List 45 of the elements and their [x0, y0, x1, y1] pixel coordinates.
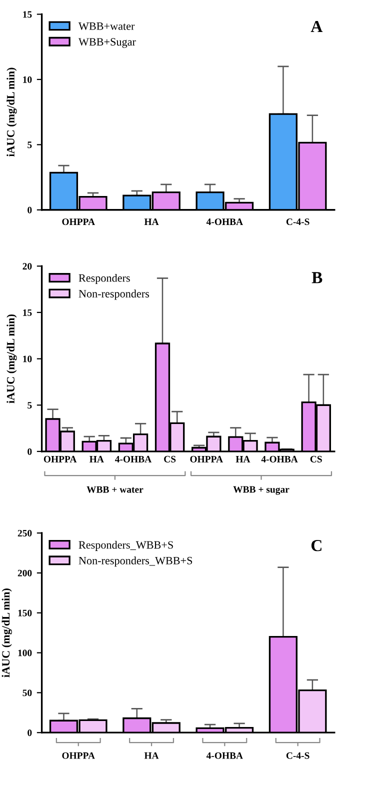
text: WBB + water [86, 486, 144, 493]
y-tick-label: 200 [18, 570, 32, 576]
y-axis-title: iAUC (mg/dL min) [2, 588, 12, 678]
y-tick-label: 5 [28, 402, 32, 409]
legend-label: WBB+Sugar [78, 38, 136, 48]
y-tick-label: 10 [23, 76, 32, 83]
annotation: B [312, 272, 322, 284]
y-tick-label: 50 [22, 690, 32, 696]
y-tick-label: 15 [23, 11, 32, 18]
x-tick-label: OHPPA [44, 456, 77, 462]
x-tick-label: 4-OHBA [115, 456, 152, 462]
x-tick-label: HA [90, 456, 104, 462]
legend-label: WBB+water [78, 22, 135, 30]
y-tick-label: 10 [23, 356, 32, 362]
y-axis-title: iAUC (mg/dL min) [6, 314, 17, 404]
legend-label: Responders [78, 274, 130, 284]
annotation: A [310, 20, 323, 32]
x-tick-label: 4-OHBA [206, 218, 243, 226]
annotation: C [311, 540, 322, 552]
x-tick-label: HA [144, 752, 159, 759]
x-tick-label: C-4-S [286, 752, 310, 759]
y-tick-label: 5 [28, 142, 32, 148]
x-tick-label: CS [164, 456, 176, 462]
legend-label: Non-responders_WBB+S [78, 556, 192, 567]
y-tick-label: 250 [18, 530, 32, 536]
legend-label: Responders_WBB+S [78, 540, 173, 551]
y-tick-label: 0 [28, 730, 32, 736]
x-tick-label: OHPPA [62, 752, 95, 759]
y-tick-label: 20 [22, 263, 32, 270]
y-axis-title: iAUC (mg/dL min) [6, 68, 17, 157]
x-tick-label: OHPPA [190, 456, 223, 462]
y-tick-label: 150 [18, 610, 32, 616]
x-tick-label: HA [144, 218, 159, 225]
y-tick-label: 100 [18, 650, 32, 656]
x-tick-label: 4-OHBA [206, 752, 243, 759]
x-tick-label: 4-OHBA [261, 456, 298, 462]
x-tick-label: OHPPA [62, 218, 95, 226]
x-tick-label: CS [310, 456, 322, 462]
x-tick-label: C-4-S [286, 218, 310, 226]
text: WBB + sugar [233, 486, 290, 495]
y-tick-label: 0 [28, 206, 32, 214]
y-tick-label: 0 [28, 448, 32, 455]
y-tick-label: 15 [23, 309, 32, 316]
legend-label: Non-responders [78, 290, 150, 300]
x-tick-label: HA [236, 456, 250, 462]
